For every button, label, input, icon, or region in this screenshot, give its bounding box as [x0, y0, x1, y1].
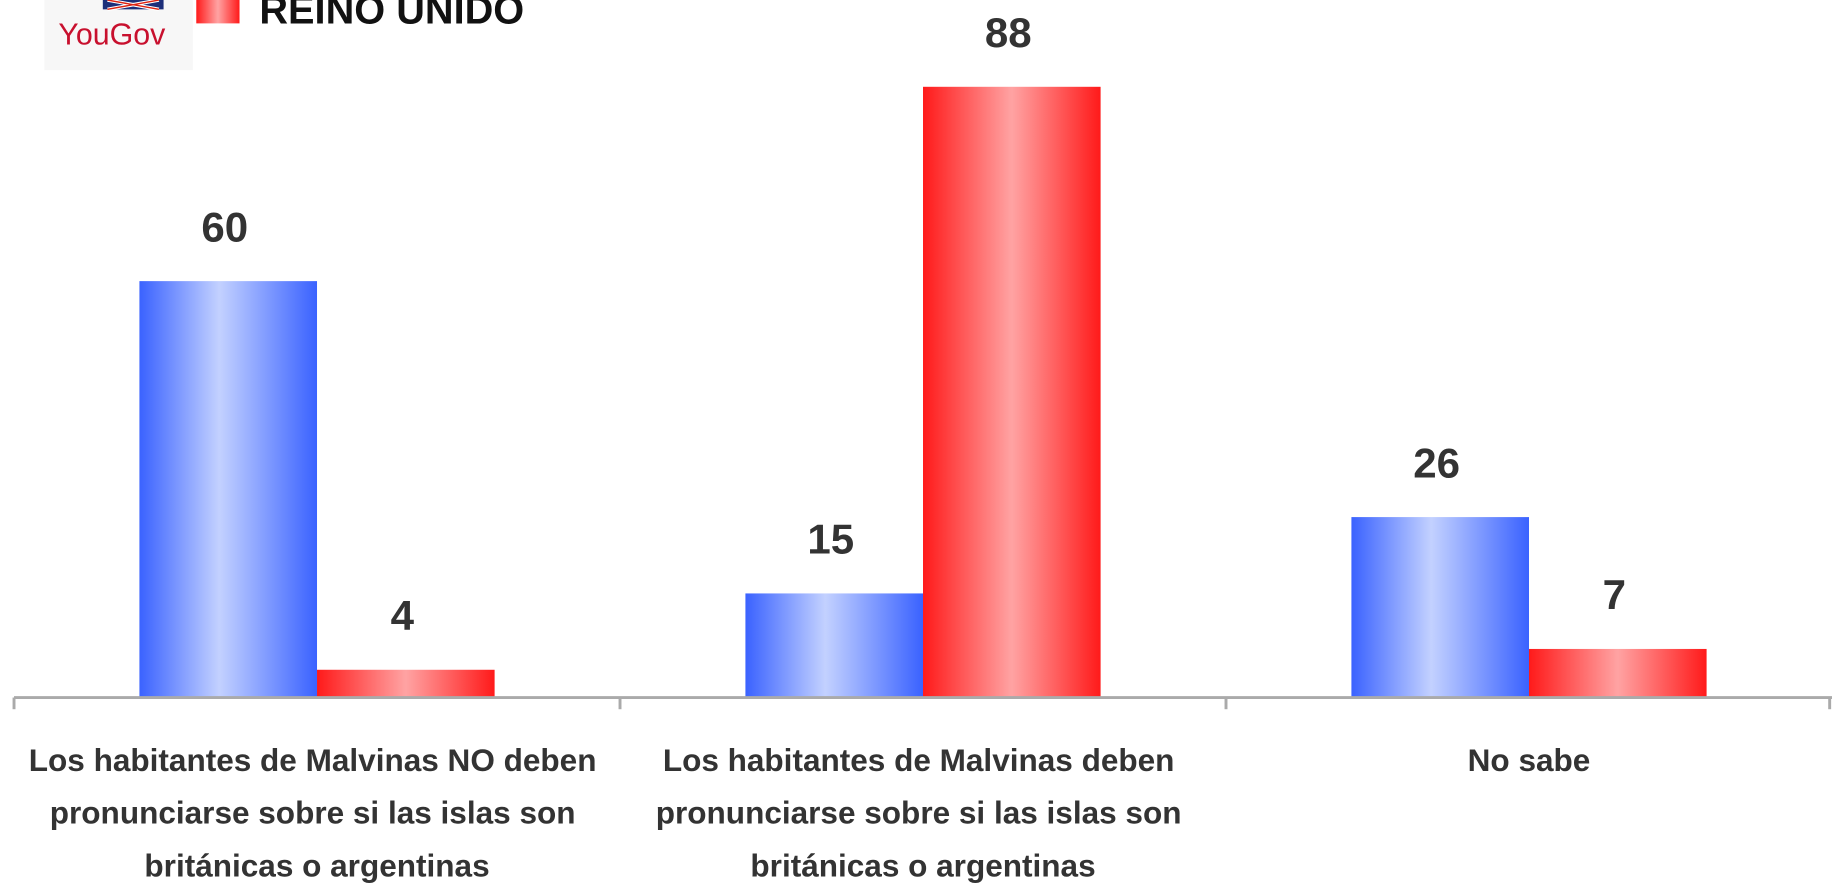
bar [139, 281, 318, 698]
flag-cross-red [107, 0, 160, 11]
x-tick-label: Los habitantes de Malvinas deben pronunc… [656, 742, 1190, 883]
data-label: 4 [391, 592, 415, 639]
bar [317, 669, 495, 698]
logo-box [44, 0, 193, 71]
bar [1529, 648, 1707, 698]
x-tick-label: No sabe [1468, 742, 1591, 778]
data-label: 60 [201, 203, 248, 250]
logo: YouGov [44, 0, 193, 71]
label-line: pronunciarse sobre si las islas son [50, 795, 585, 831]
label-line: pronunciarse sobre si las islas son [656, 795, 1190, 831]
label-line: británicas o argentinas [750, 847, 1095, 883]
logo-text: YouGov [58, 18, 166, 51]
label-line: británicas o argentinas [144, 847, 489, 883]
legend-swatch [196, 0, 240, 24]
label-line: No sabe [1468, 742, 1591, 778]
bar [745, 593, 924, 698]
label-line: Los habitantes de Malvinas deben [663, 742, 1183, 778]
x-tick-label: Los habitantes de Malvinas NO deben pron… [29, 742, 605, 883]
data-label: 26 [1413, 439, 1460, 486]
data-label: 7 [1603, 571, 1626, 618]
bar [1351, 517, 1530, 698]
data-label: 15 [807, 516, 854, 563]
bar [923, 86, 1101, 698]
label-line: Los habitantes de Malvinas NO deben [29, 742, 605, 778]
legend-label: REINO UNIDO [259, 0, 524, 32]
data-label: 88 [985, 9, 1032, 56]
legend: REINO UNIDO [196, 0, 524, 32]
